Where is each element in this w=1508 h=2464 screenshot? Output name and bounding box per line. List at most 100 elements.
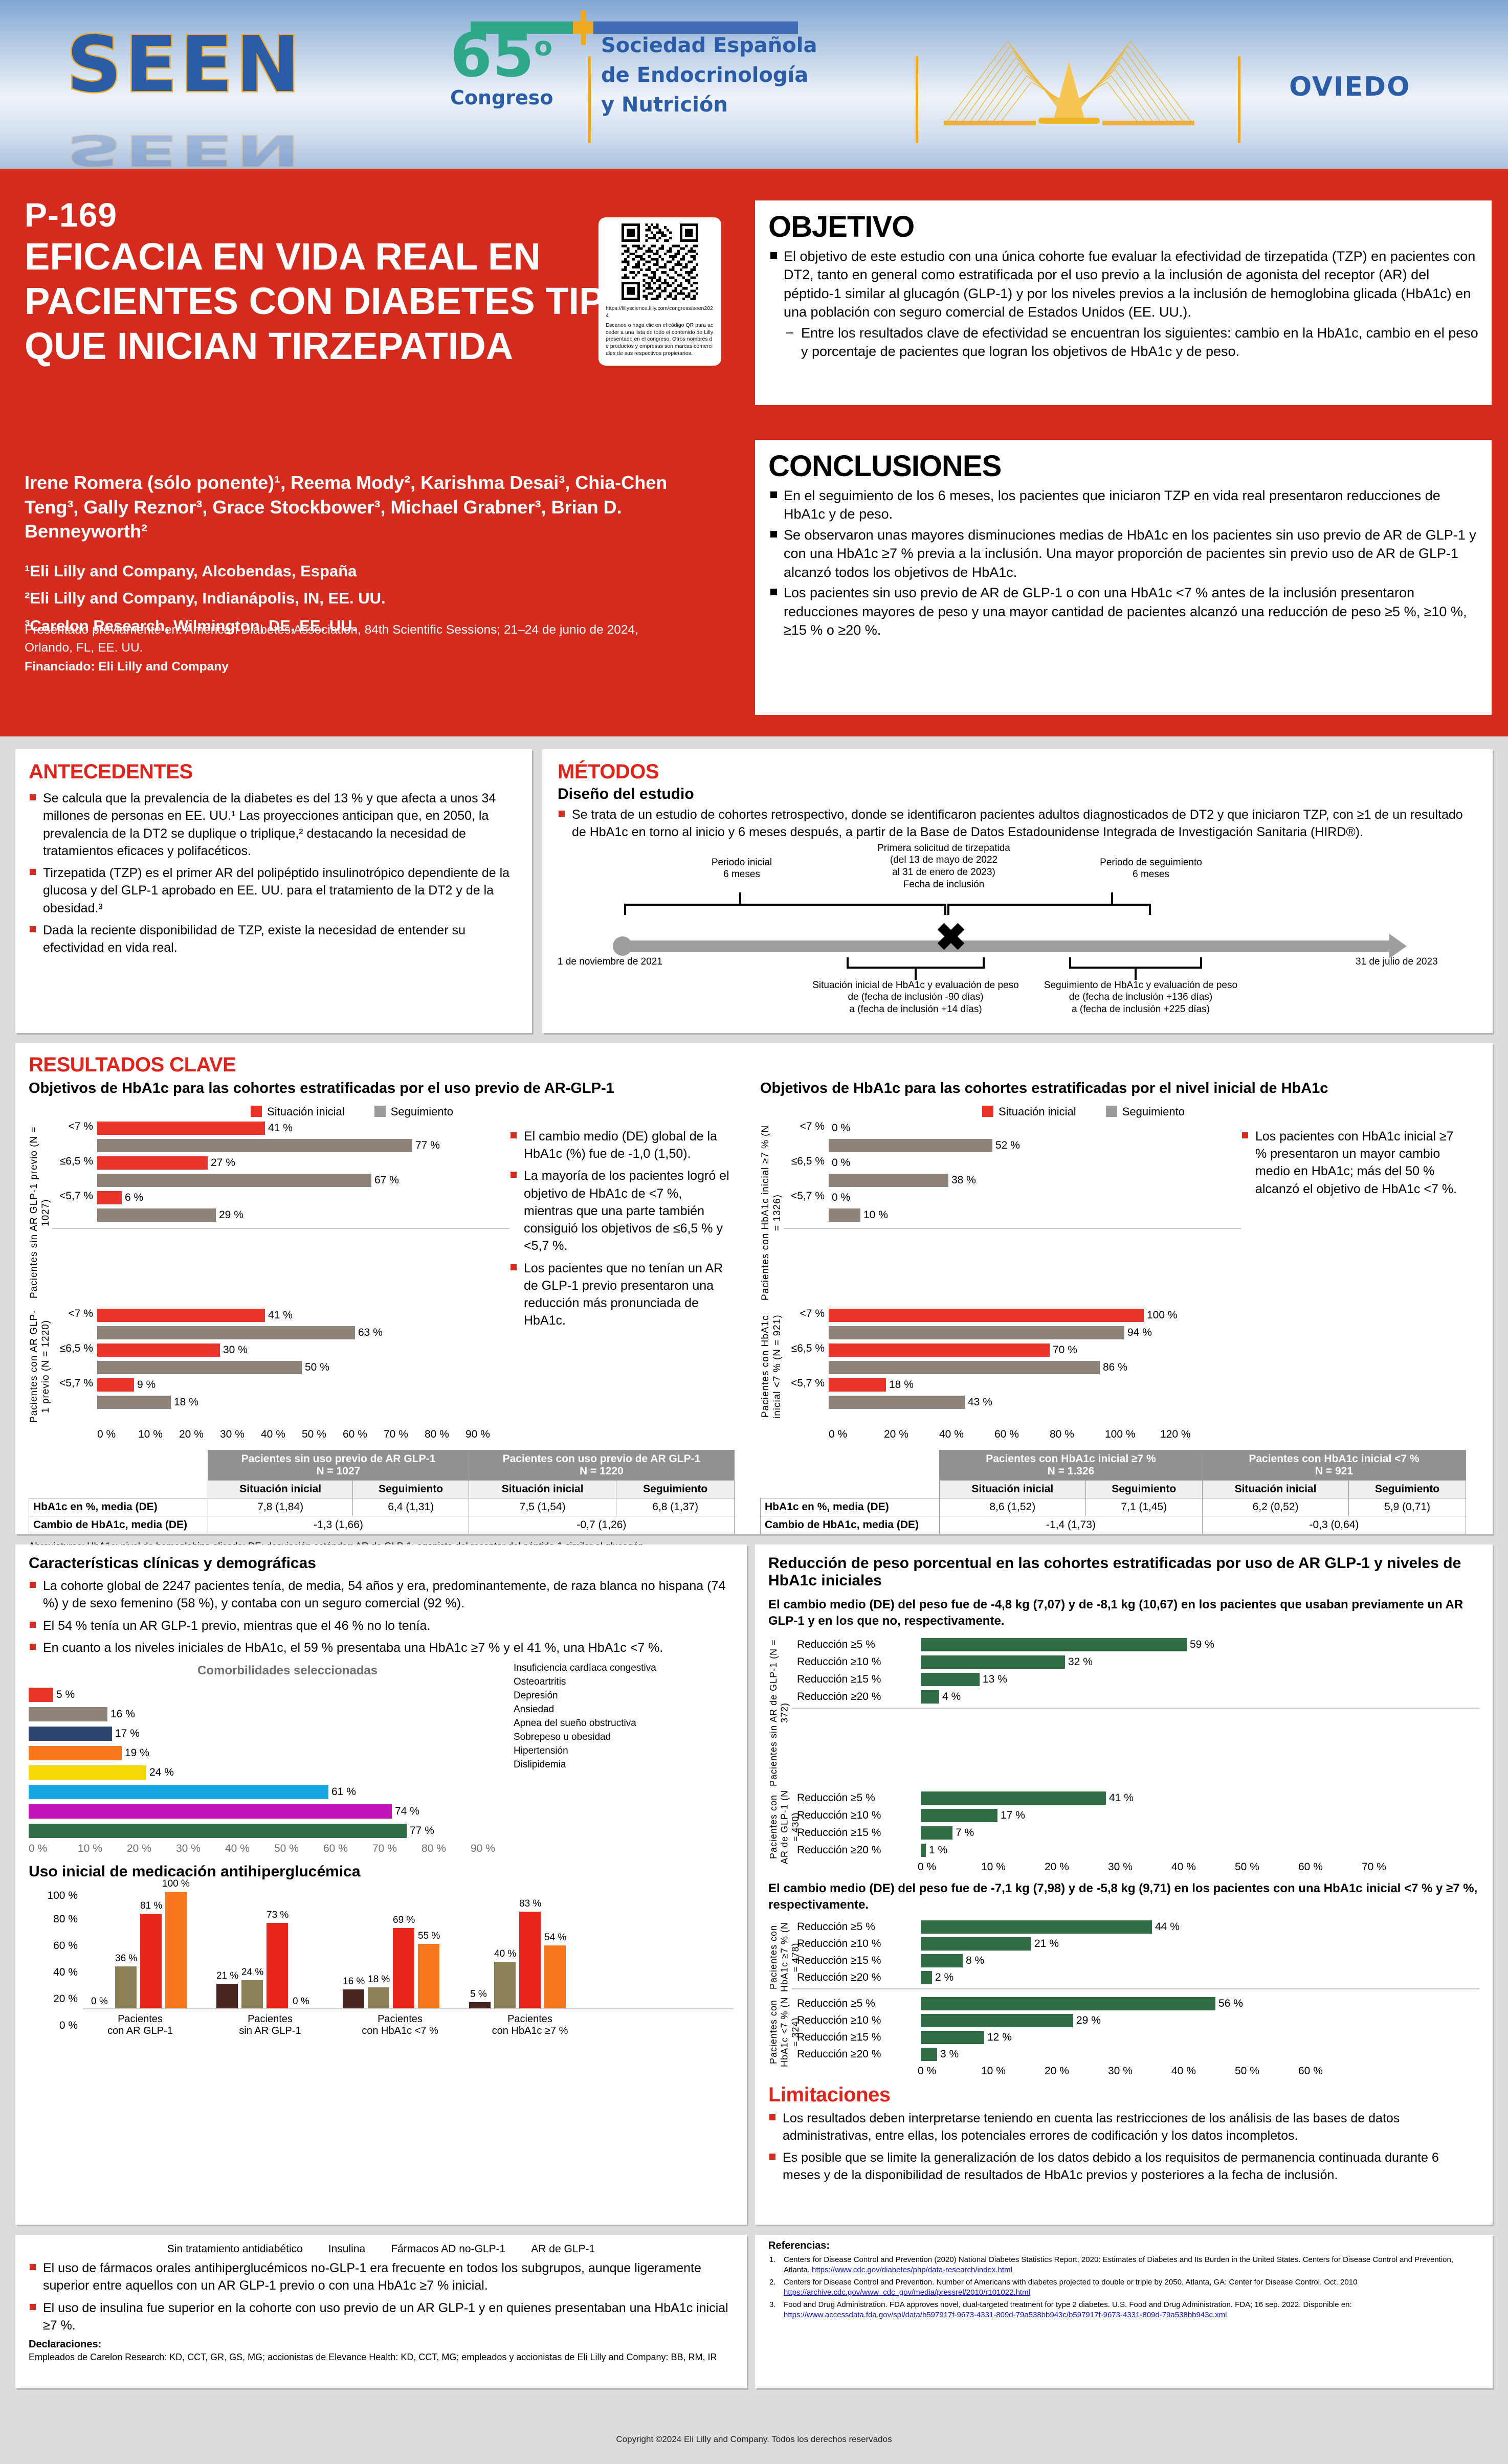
bar bbox=[921, 1826, 952, 1840]
page-title: EFICACIA EN VIDA REAL EN PACIENTES CON D… bbox=[25, 235, 666, 367]
plus-icon bbox=[573, 10, 593, 45]
bar bbox=[921, 1937, 1031, 1951]
bar-value: 41 % bbox=[268, 1309, 293, 1321]
list-item: Los pacientes con HbA1c inicial ≥7 % pre… bbox=[1241, 1128, 1461, 1198]
list-item: 3. Food and Drug Administration. FDA app… bbox=[768, 2300, 1479, 2320]
qr-code-box[interactable]: https://lillyscience.lilly.com/congress/… bbox=[598, 217, 721, 366]
cat-label: ≤6,5 % bbox=[59, 1155, 93, 1167]
x-tick: 40 % bbox=[939, 1428, 964, 1440]
axis-label-group-2: Pacientes con AR GLP-1 previo (N = 1220) bbox=[29, 1310, 51, 1423]
x-tick: 60 % bbox=[1298, 1861, 1323, 1873]
bar bbox=[97, 1208, 216, 1222]
bar bbox=[921, 1791, 1106, 1805]
index-date-marker: ✖ bbox=[935, 915, 967, 958]
list-item: En cuanto a los niveles iniciales de HbA… bbox=[29, 1639, 734, 1656]
ref-link[interactable]: https://www.cdc.gov/diabetes/php/data-re… bbox=[812, 2265, 1012, 2274]
chart-hba1c-by-baseline: Situación inicial Seguimiento Pacientes … bbox=[760, 1105, 1241, 1441]
brace-baseline-assess bbox=[847, 957, 985, 969]
qr-url[interactable]: https://lillyscience.lilly.com/congress/… bbox=[606, 305, 713, 319]
x-tick: 20 % bbox=[1045, 2065, 1069, 2077]
declaraciones-text: Empleados de Carelon Research: KD, CCT, … bbox=[29, 2352, 717, 2362]
x-tick: 50 % bbox=[1235, 2065, 1259, 2077]
x-tick: 20 % bbox=[884, 1428, 908, 1440]
bar-value: 55 % bbox=[418, 1931, 440, 1941]
table-group-header-1: Pacientes sin uso previo de AR GLP-1 N = … bbox=[208, 1449, 469, 1481]
cat-label: ≤6,5 % bbox=[59, 1342, 93, 1354]
x-axis-ticks: 0 % 10 % 20 % 30 % 40 % 50 % 60 % 70 % 8… bbox=[29, 1843, 520, 1855]
list-item: Los pacientes sin uso previo de AR de GL… bbox=[768, 584, 1478, 639]
table-subheader: Seguimiento bbox=[352, 1480, 469, 1498]
resultados-left-column: Objetivos de HbA1c para las cohortes est… bbox=[29, 1080, 740, 1534]
bar bbox=[267, 1923, 288, 2008]
bar-value: 83 % bbox=[519, 1898, 542, 1909]
bar bbox=[829, 1208, 860, 1222]
x-tick: 80 % bbox=[425, 1428, 449, 1440]
x-tick: 120 % bbox=[1160, 1428, 1191, 1440]
reference-list: 1. Centers for Disease Control and Preve… bbox=[768, 2255, 1479, 2320]
x-tick: 60 % bbox=[323, 1843, 348, 1854]
congress-number-block: 65o Congreso bbox=[450, 25, 808, 109]
bar-value: 29 % bbox=[1076, 2014, 1101, 2027]
bar-value: 5 % bbox=[56, 1689, 75, 1700]
ref-link[interactable]: https://archive.cdc.gov/www_cdc_gov/medi… bbox=[784, 2288, 1030, 2297]
row-label: Cambio de HbA1c, media (DE) bbox=[760, 1515, 940, 1534]
legend-item: AR de GLP-1 bbox=[531, 2243, 595, 2255]
legend: Situación inicial Seguimiento bbox=[29, 1105, 509, 1118]
bar-value: 0 % bbox=[293, 1996, 309, 2007]
bar-group: 5 % 40 % 83 % 54 % bbox=[469, 1898, 566, 2008]
caracteristicas-bullets: La cohorte global de 2247 pacientes tení… bbox=[29, 1577, 734, 1656]
legend-item: Fármacos AD no-GLP-1 bbox=[391, 2243, 506, 2255]
bar bbox=[29, 1707, 107, 1721]
congress-banner: SEEN SEEN 65o Congreso Sociedad Española… bbox=[0, 0, 1508, 169]
bar-value: 0 % bbox=[832, 1122, 851, 1134]
table-row: Cambio de HbA1c, media (DE) -1,3 (1,66) … bbox=[29, 1515, 735, 1534]
table-row: HbA1c en %, media (DE) 7,8 (1,84) 6,4 (1… bbox=[29, 1497, 735, 1516]
legend-item-followup: Seguimiento bbox=[374, 1105, 453, 1118]
legend: Situación inicial Seguimiento bbox=[760, 1105, 1241, 1118]
bar bbox=[343, 1989, 364, 2008]
bar bbox=[494, 1962, 516, 2008]
calatrava-bridge-icon bbox=[944, 40, 1194, 125]
bar bbox=[921, 2031, 984, 2045]
conclusiones-card: CONCLUSIONES En el seguimiento de los 6 … bbox=[755, 440, 1492, 715]
bar-value: 1 % bbox=[929, 1844, 948, 1856]
cell: -0,3 (0,64) bbox=[1202, 1515, 1467, 1534]
table-corner bbox=[29, 1450, 208, 1480]
antecedentes-bullets: Se calcula que la prevalencia de la diab… bbox=[29, 790, 519, 956]
x-tick: 40 % bbox=[1171, 1861, 1196, 1873]
axis-label-group-2: Pacientes con HbA1c inicial <7 % (N = 92… bbox=[760, 1314, 783, 1419]
bar-value: 12 % bbox=[987, 2031, 1012, 2044]
declaraciones-heading: Declaraciones: bbox=[29, 2339, 102, 2350]
bar-value: 86 % bbox=[1103, 1361, 1127, 1373]
axis-label-group-1: Pacientes sin AR GLP-1 previo (N = 1027) bbox=[29, 1126, 51, 1299]
bar bbox=[97, 1173, 371, 1187]
bar-group: 21 % 24 % 73 % 0 % bbox=[216, 1910, 313, 2008]
objetivo-card: OBJETIVO El objetivo de este estudio con… bbox=[755, 200, 1492, 405]
bar bbox=[921, 1843, 926, 1857]
legend-item: Osteoartritis bbox=[514, 1676, 566, 1687]
bar bbox=[97, 1138, 412, 1152]
cell: 5,9 (0,71) bbox=[1348, 1497, 1466, 1516]
divider-2 bbox=[1238, 56, 1240, 143]
table-subheader: Seguimiento bbox=[1348, 1480, 1466, 1498]
bar bbox=[829, 1378, 886, 1392]
list-item: La mayoría de los pacientes logró el obj… bbox=[509, 1167, 729, 1255]
city-label: OVIEDO bbox=[1289, 72, 1411, 102]
bar bbox=[393, 1928, 414, 2008]
cell: 6,4 (1,31) bbox=[352, 1497, 469, 1516]
cat-label: Reducción ≥5 % bbox=[797, 1638, 875, 1650]
cat-label: <7 % bbox=[68, 1307, 93, 1319]
table-row: Cambio de HbA1c, media (DE) -1,4 (1,73) … bbox=[760, 1515, 1467, 1534]
bar bbox=[921, 1997, 1215, 2011]
bar-value: 40 % bbox=[494, 1948, 517, 1959]
row-label: Cambio de HbA1c, media (DE) bbox=[29, 1515, 208, 1534]
bar bbox=[829, 1326, 1124, 1339]
cat-label: Reducción ≥10 % bbox=[797, 1938, 881, 1950]
bar-value: 61 % bbox=[331, 1786, 356, 1798]
bar-value: 24 % bbox=[149, 1766, 174, 1778]
qr-code-icon[interactable] bbox=[606, 223, 714, 300]
ref-link[interactable]: https://www.accessdata.fda.gov/spl/data/… bbox=[784, 2310, 1227, 2319]
table-subheader: Situación inicial bbox=[1202, 1480, 1349, 1498]
x-tick: 20 % bbox=[1045, 1861, 1069, 1873]
x-tick: 90 % bbox=[471, 1843, 495, 1854]
